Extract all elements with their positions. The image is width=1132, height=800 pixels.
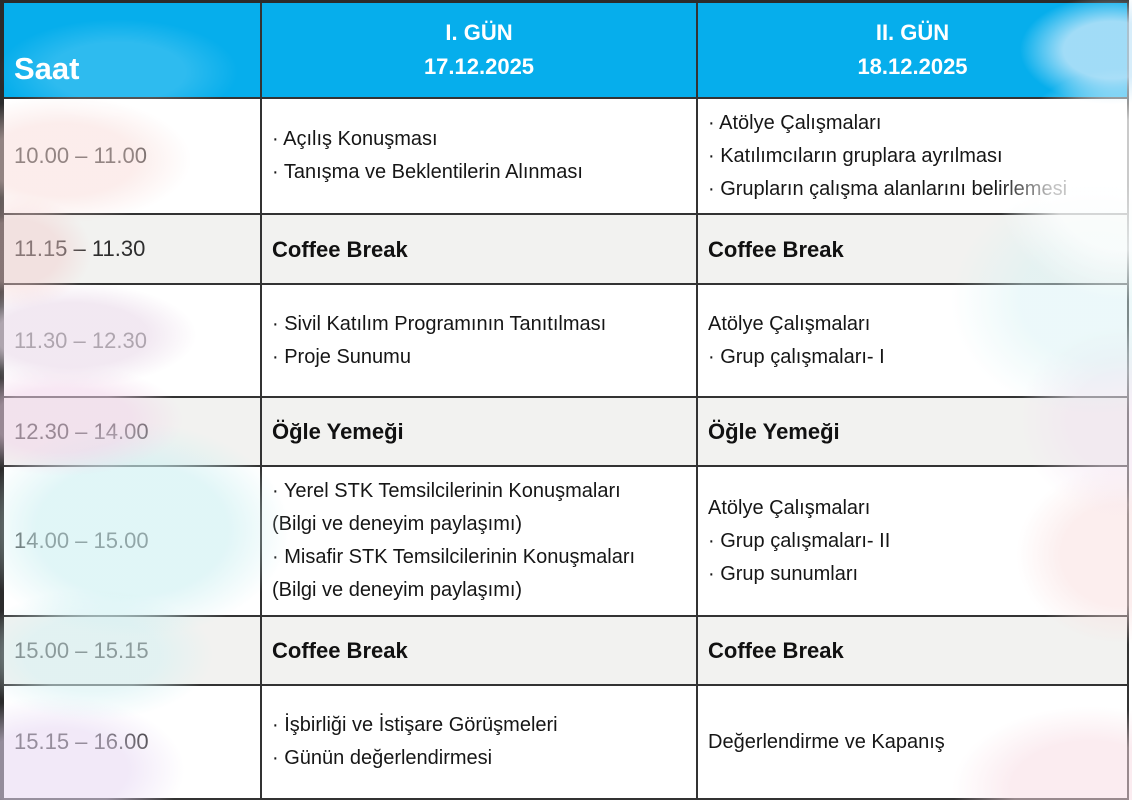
activity-line: · Yerel STK Temsilcilerinin Konuşmaları xyxy=(272,480,621,502)
day1-activity-cell: Coffee Break xyxy=(262,215,698,285)
activity-line: (Bilgi ve deneyim paylaşımı) xyxy=(272,579,523,601)
activity-line: Öğle Yemeği xyxy=(272,419,404,444)
activity-line: · Günün değerlendirmesi xyxy=(272,747,493,769)
activity-line: Öğle Yemeği xyxy=(708,419,840,444)
time-cell: 11.30 – 12.30 xyxy=(4,285,262,398)
activity-line: Coffee Break xyxy=(272,236,408,262)
activity-line: · Proje Sunumu xyxy=(272,345,411,368)
activity-line: · İşbirliği ve İstişare Görüşmeleri xyxy=(272,714,558,736)
day2-title: II. GÜN xyxy=(875,20,950,46)
activity-line: · Grup çalışmaları- I xyxy=(708,345,885,368)
time-cell: 15.15 – 16.00 xyxy=(4,686,262,800)
day2-date: 18.12.2025 xyxy=(857,53,968,79)
day2-activity-cell: Atölye Çalışmaları · Grup çalışmaları- I xyxy=(698,285,1129,398)
header-day2-cell: II. GÜN 18.12.2025 xyxy=(698,3,1129,99)
activity-line: · Sivil Katılım Programının Tanıtılması xyxy=(272,312,607,335)
time-label: 11.15 – 11.30 xyxy=(14,236,146,261)
time-cell: 11.15 – 11.30 xyxy=(4,215,262,285)
activity-line: Coffee Break xyxy=(708,236,844,262)
activity-line: · Açılış Konuşması xyxy=(272,128,438,150)
activity-line: Atölye Çalışmaları xyxy=(708,496,871,519)
header-day1-cell: I. GÜN 17.12.2025 xyxy=(262,3,698,99)
day2-activity-cell: Öğle Yemeği xyxy=(698,398,1129,467)
time-label: 10.00 – 11.00 xyxy=(14,143,147,168)
activity-line: (Bilgi ve deneyim paylaşımı) xyxy=(272,513,523,535)
day1-activity-cell: · Sivil Katılım Programının Tanıtılması ·… xyxy=(262,285,698,398)
activity-line: · Grup çalışmaları- II xyxy=(708,529,891,552)
activity-line: · Katılımcıların gruplara ayrılması xyxy=(708,144,1003,167)
activity-line: · Atölye Çalışmaları xyxy=(708,111,882,134)
day1-activity-cell: · Açılış Konuşması · Tanışma ve Beklentil… xyxy=(262,99,698,215)
day1-activity-cell: · Yerel STK Temsilcilerinin Konuşmaları (… xyxy=(262,467,698,617)
time-label: 15.15 – 16.00 xyxy=(14,729,149,754)
day2-activity-cell: Değerlendirme ve Kapanış xyxy=(698,686,1129,800)
activity-line: Atölye Çalışmaları xyxy=(708,312,871,335)
header-saat-cell: Saat xyxy=(4,3,262,99)
day2-activity-cell: Coffee Break xyxy=(698,215,1129,285)
time-label: 11.30 – 12.30 xyxy=(14,327,147,353)
time-cell: 14.00 – 15.00 xyxy=(4,467,262,617)
saat-label: Saat xyxy=(14,51,80,86)
day1-date: 17.12.2025 xyxy=(423,53,535,79)
activity-line: · Misafir STK Temsilcilerinin Konuşmalar… xyxy=(272,546,636,568)
time-label: 15.00 – 15.15 xyxy=(14,637,149,663)
day1-activity-cell: · İşbirliği ve İstişare Görüşmeleri · Gün… xyxy=(262,686,698,800)
day2-activity-cell: · Atölye Çalışmaları · Katılımcıların gru… xyxy=(698,99,1129,215)
time-cell: 12.30 – 14.00 xyxy=(4,398,262,467)
activity-line: Coffee Break xyxy=(272,638,408,663)
day1-activity-cell: Öğle Yemeği xyxy=(262,398,698,467)
activity-line: Coffee Break xyxy=(708,638,844,663)
time-label: 14.00 – 15.00 xyxy=(14,528,149,553)
time-label: 12.30 – 14.00 xyxy=(14,418,149,444)
activity-line: Değerlendirme ve Kapanış xyxy=(708,730,945,753)
activity-line: · Tanışma ve Beklentilerin Alınması xyxy=(272,161,583,183)
time-cell: 10.00 – 11.00 xyxy=(4,99,262,215)
day1-activity-cell: Coffee Break xyxy=(262,617,698,686)
day1-title: I. GÜN xyxy=(445,20,513,46)
day2-activity-cell: Atölye Çalışmaları · Grup çalışmaları- II… xyxy=(698,467,1129,617)
day2-activity-cell: Coffee Break xyxy=(698,617,1129,686)
activity-line: · Grup sunumları xyxy=(708,562,859,585)
activity-line: · Grupların çalışma alanlarını belirleme… xyxy=(708,177,1068,200)
time-cell: 15.00 – 15.15 xyxy=(4,617,262,686)
